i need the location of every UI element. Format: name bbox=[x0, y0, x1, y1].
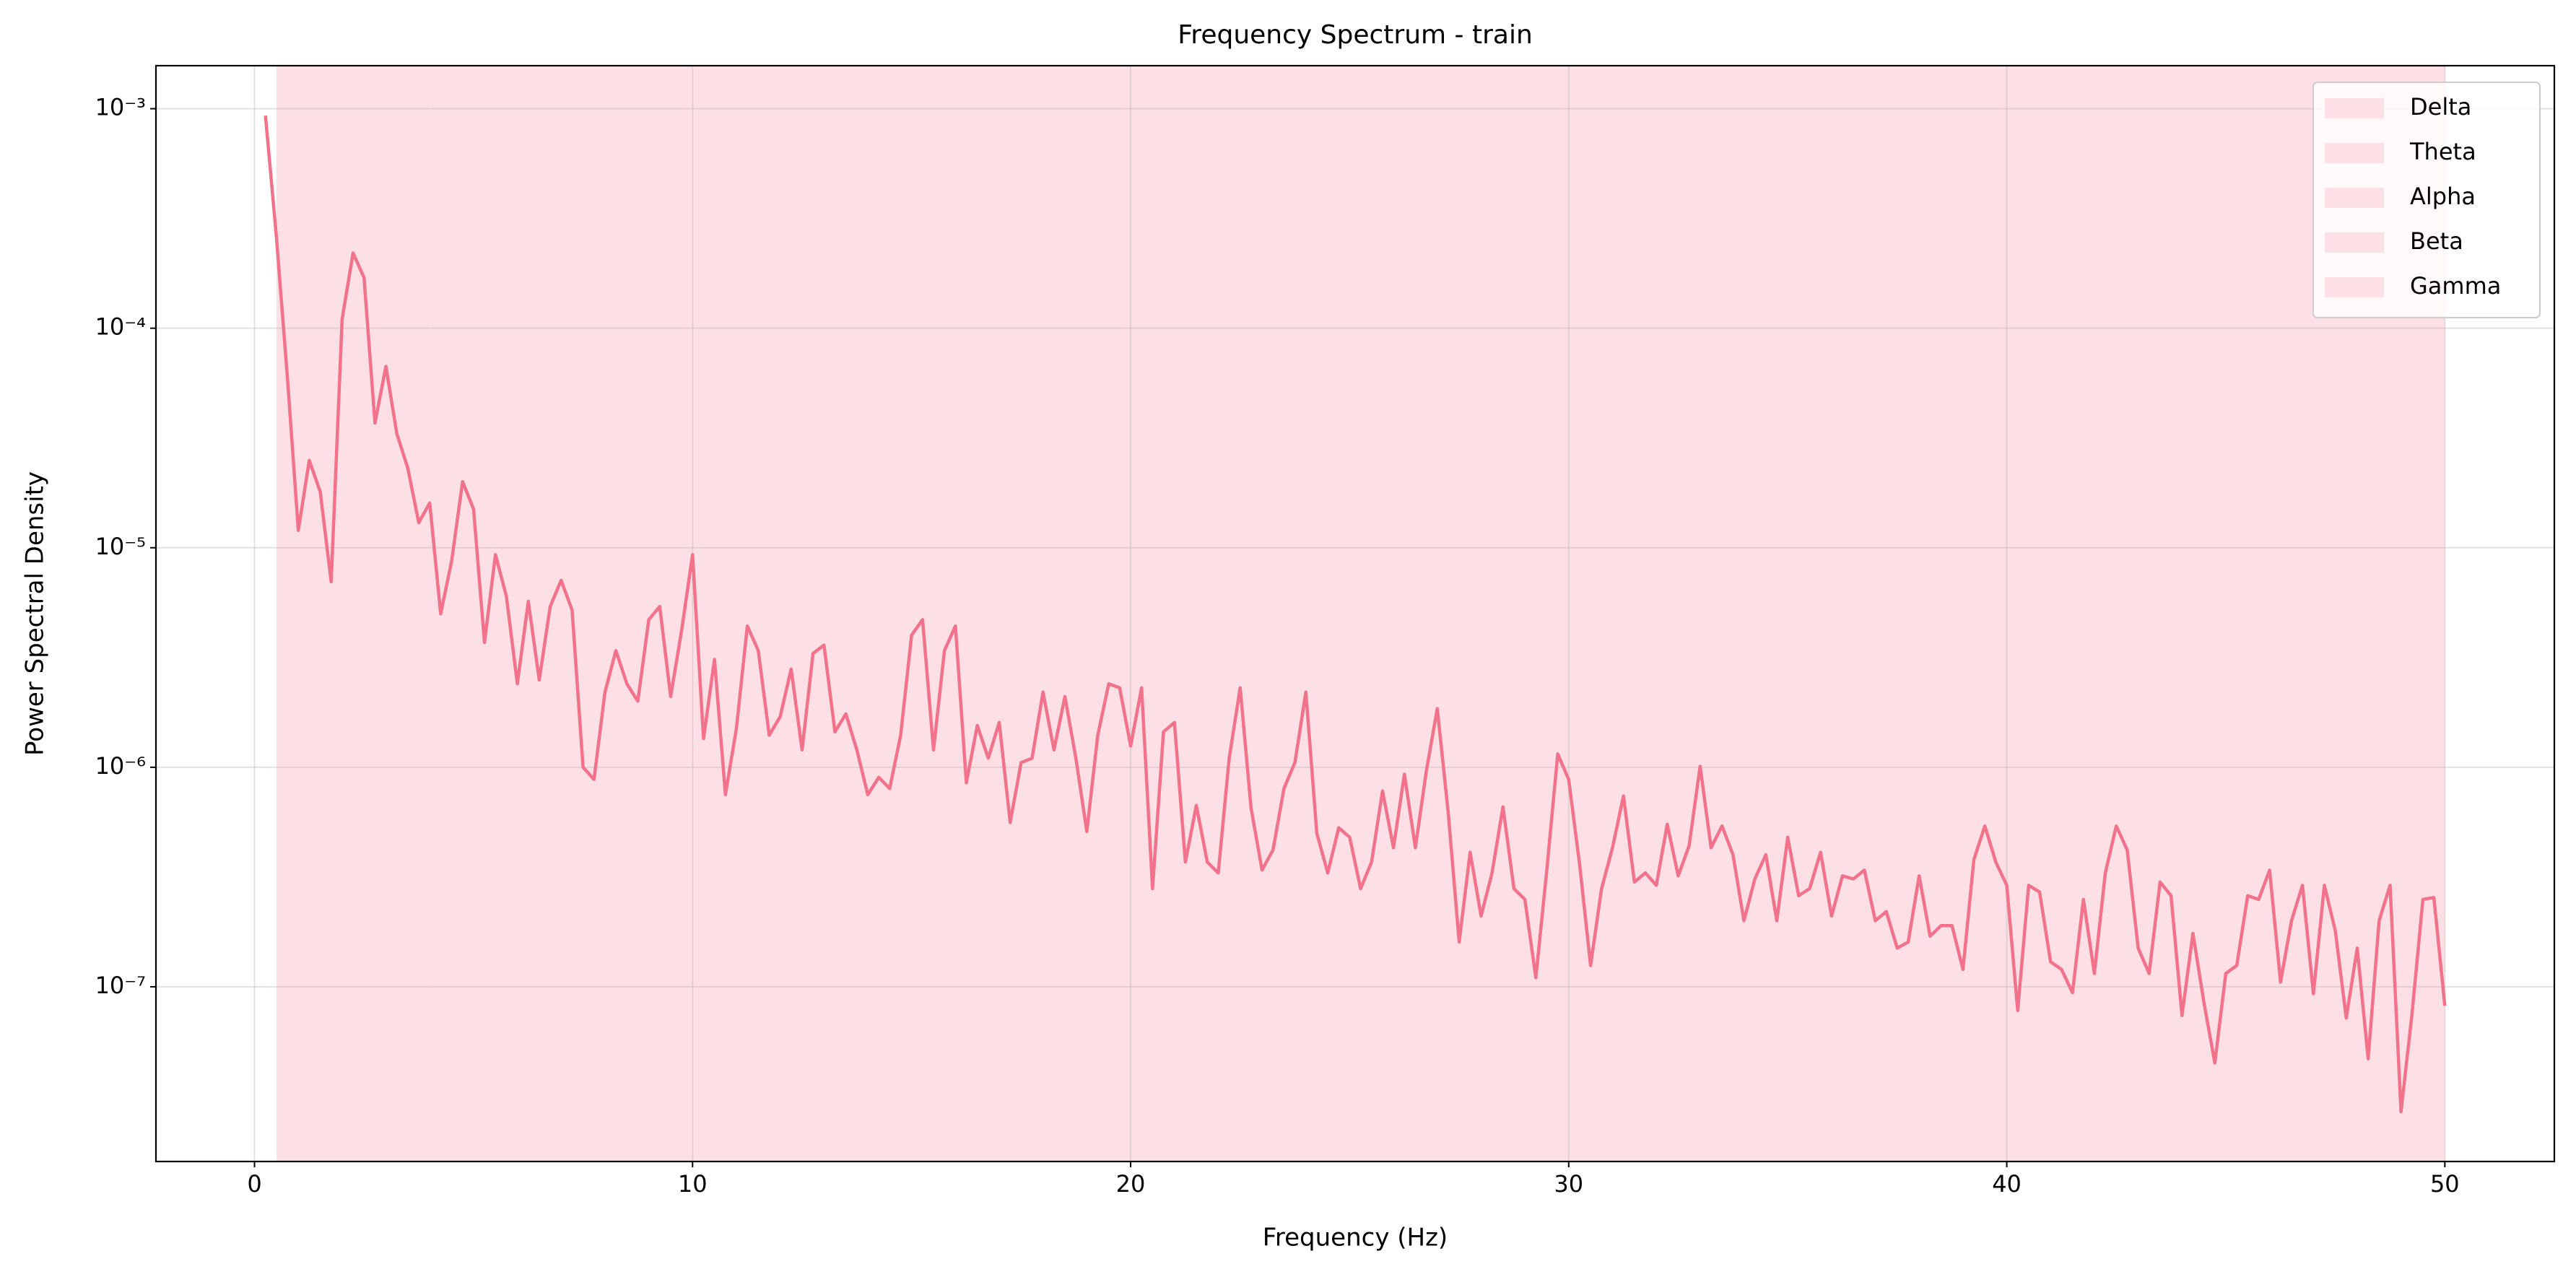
legend-swatch bbox=[2325, 143, 2384, 163]
band bbox=[604, 66, 824, 1161]
x-tick-label: 0 bbox=[247, 1170, 261, 1198]
y-tick-label: 10⁻⁵ bbox=[95, 533, 146, 560]
y-tick-label: 10⁻⁷ bbox=[95, 972, 146, 999]
x-tick-label: 30 bbox=[1554, 1170, 1583, 1198]
y-tick-label: 10⁻⁴ bbox=[95, 313, 146, 341]
band bbox=[276, 66, 430, 1161]
band bbox=[430, 66, 605, 1161]
legend-swatch bbox=[2325, 232, 2384, 253]
legend-label: Alpha bbox=[2410, 183, 2476, 210]
y-tick-label: 10⁻⁶ bbox=[95, 752, 146, 780]
y-axis-label: Power Spectral Density bbox=[21, 471, 50, 756]
x-tick-label: 10 bbox=[678, 1170, 708, 1198]
x-tick-label: 20 bbox=[1116, 1170, 1146, 1198]
legend-swatch bbox=[2325, 98, 2384, 118]
legend-label: Beta bbox=[2410, 227, 2463, 255]
x-axis-label: Frequency (Hz) bbox=[1263, 1224, 1448, 1252]
legend-swatch bbox=[2325, 188, 2384, 208]
band bbox=[1568, 66, 2445, 1161]
x-tick-label: 50 bbox=[2430, 1170, 2460, 1198]
legend-label: Gamma bbox=[2410, 272, 2501, 300]
legend-swatch bbox=[2325, 277, 2384, 297]
band bbox=[824, 66, 1569, 1161]
legend-label: Theta bbox=[2409, 138, 2476, 165]
chart-title: Frequency Spectrum - train bbox=[1178, 20, 1533, 50]
y-tick-label: 10⁻³ bbox=[95, 94, 146, 121]
plot-frame bbox=[155, 64, 2556, 1163]
legend-label: Delta bbox=[2410, 93, 2471, 121]
line bbox=[264, 115, 2447, 1114]
x-tick-label: 40 bbox=[1992, 1170, 2022, 1198]
legend-box bbox=[2312, 82, 2541, 318]
